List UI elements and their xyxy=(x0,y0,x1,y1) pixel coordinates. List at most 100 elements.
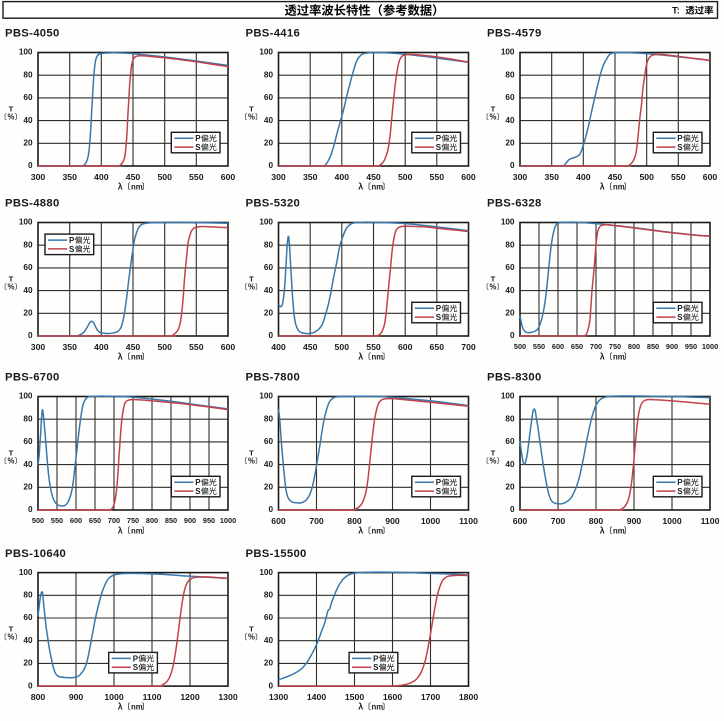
svg-text:PBS-6328: PBS-6328 xyxy=(487,198,542,210)
svg-text:nm: nm xyxy=(131,182,143,191)
svg-text:40: 40 xyxy=(23,286,33,295)
svg-text:60: 60 xyxy=(505,263,515,272)
svg-text:nm: nm xyxy=(372,526,384,535)
svg-text:550: 550 xyxy=(51,516,63,525)
svg-text:1500: 1500 xyxy=(345,692,364,702)
svg-text:500: 500 xyxy=(335,342,350,352)
svg-text:T: T xyxy=(491,448,496,457)
svg-text:PBS-6700: PBS-6700 xyxy=(5,372,60,384)
svg-text:300: 300 xyxy=(513,172,528,182)
svg-text:T: T xyxy=(9,105,14,114)
svg-text:950: 950 xyxy=(203,516,215,525)
svg-text:500: 500 xyxy=(639,172,654,182)
svg-text:600: 600 xyxy=(398,342,413,352)
svg-text:T: T xyxy=(9,448,14,457)
svg-text:1200: 1200 xyxy=(180,692,199,702)
svg-text:40: 40 xyxy=(264,286,274,295)
svg-text:400: 400 xyxy=(576,172,591,182)
svg-text:900: 900 xyxy=(627,516,642,526)
svg-text:λ: λ xyxy=(118,351,123,361)
svg-text:60: 60 xyxy=(264,263,274,272)
svg-text:PBS-5320: PBS-5320 xyxy=(246,198,301,210)
svg-text:800: 800 xyxy=(628,342,640,351)
svg-text:1300: 1300 xyxy=(218,692,237,702)
svg-text:%: % xyxy=(8,113,15,122)
svg-text:0: 0 xyxy=(28,505,33,514)
svg-text:450: 450 xyxy=(303,342,318,352)
svg-text:PBS-7800: PBS-7800 xyxy=(246,372,301,384)
svg-text:60: 60 xyxy=(23,93,33,102)
svg-text:450: 450 xyxy=(126,172,141,182)
svg-text:40: 40 xyxy=(505,286,515,295)
svg-text:750: 750 xyxy=(127,516,139,525)
svg-text:20: 20 xyxy=(505,139,515,148)
svg-text:80: 80 xyxy=(505,240,515,249)
svg-text:450: 450 xyxy=(126,342,141,352)
svg-text:%: % xyxy=(490,113,497,122)
svg-text:%: % xyxy=(8,456,15,465)
svg-text:700: 700 xyxy=(309,516,324,526)
svg-text:850: 850 xyxy=(165,516,177,525)
svg-text:100: 100 xyxy=(259,48,273,57)
svg-text:T: T xyxy=(249,105,254,114)
svg-text:0: 0 xyxy=(510,331,515,340)
svg-text:%: % xyxy=(248,456,255,465)
svg-text:550: 550 xyxy=(533,342,545,351)
svg-text:600: 600 xyxy=(552,342,564,351)
svg-text:1100: 1100 xyxy=(701,516,720,526)
svg-text:850: 850 xyxy=(647,342,659,351)
svg-text:700: 700 xyxy=(551,516,566,526)
svg-text:0: 0 xyxy=(28,681,33,690)
svg-text:0: 0 xyxy=(268,161,273,170)
svg-text:20: 20 xyxy=(505,483,515,492)
svg-text:1000: 1000 xyxy=(702,342,718,351)
svg-text:T: T xyxy=(249,274,254,283)
svg-text:0: 0 xyxy=(268,331,273,340)
svg-text:80: 80 xyxy=(505,70,515,79)
svg-text:1700: 1700 xyxy=(421,692,440,702)
svg-text:PBS-4416: PBS-4416 xyxy=(246,28,301,40)
svg-text:1300: 1300 xyxy=(269,692,288,702)
svg-text:T:: T: xyxy=(672,6,680,17)
svg-text:900: 900 xyxy=(184,516,196,525)
svg-text:PBS-8300: PBS-8300 xyxy=(487,372,542,384)
svg-text:PBS-4579: PBS-4579 xyxy=(487,28,542,40)
svg-text:800: 800 xyxy=(31,692,46,702)
svg-text:100: 100 xyxy=(501,392,515,401)
svg-text:20: 20 xyxy=(23,483,33,492)
svg-text:40: 40 xyxy=(505,460,515,469)
svg-text:600: 600 xyxy=(221,342,236,352)
svg-text:nm: nm xyxy=(131,352,143,361)
svg-text:λ: λ xyxy=(600,181,605,191)
svg-text:60: 60 xyxy=(264,613,274,622)
svg-text:600: 600 xyxy=(461,172,476,182)
svg-text:PBS-10640: PBS-10640 xyxy=(5,548,66,560)
svg-text:700: 700 xyxy=(590,342,602,351)
svg-text:550: 550 xyxy=(189,172,204,182)
svg-text:20: 20 xyxy=(23,309,33,318)
svg-text:1600: 1600 xyxy=(383,692,402,702)
svg-text:λ: λ xyxy=(358,351,363,361)
svg-text:800: 800 xyxy=(589,516,604,526)
svg-text:100: 100 xyxy=(259,218,273,227)
svg-text:100: 100 xyxy=(19,392,33,401)
svg-text:60: 60 xyxy=(23,437,33,446)
svg-text:600: 600 xyxy=(221,172,236,182)
svg-text:20: 20 xyxy=(505,309,515,318)
svg-text:40: 40 xyxy=(23,460,33,469)
svg-text:80: 80 xyxy=(23,414,33,423)
svg-text:20: 20 xyxy=(264,483,274,492)
svg-text:900: 900 xyxy=(69,692,84,702)
svg-text:%: % xyxy=(248,633,255,642)
svg-text:100: 100 xyxy=(501,218,515,227)
svg-text:650: 650 xyxy=(89,516,101,525)
svg-text:650: 650 xyxy=(571,342,583,351)
svg-text:60: 60 xyxy=(505,93,515,102)
svg-text:80: 80 xyxy=(505,414,515,423)
svg-text:100: 100 xyxy=(259,568,273,577)
svg-text:1000: 1000 xyxy=(104,692,123,702)
svg-text:500: 500 xyxy=(514,342,526,351)
svg-text:500: 500 xyxy=(398,172,413,182)
svg-text:100: 100 xyxy=(19,568,33,577)
svg-text:80: 80 xyxy=(264,70,274,79)
